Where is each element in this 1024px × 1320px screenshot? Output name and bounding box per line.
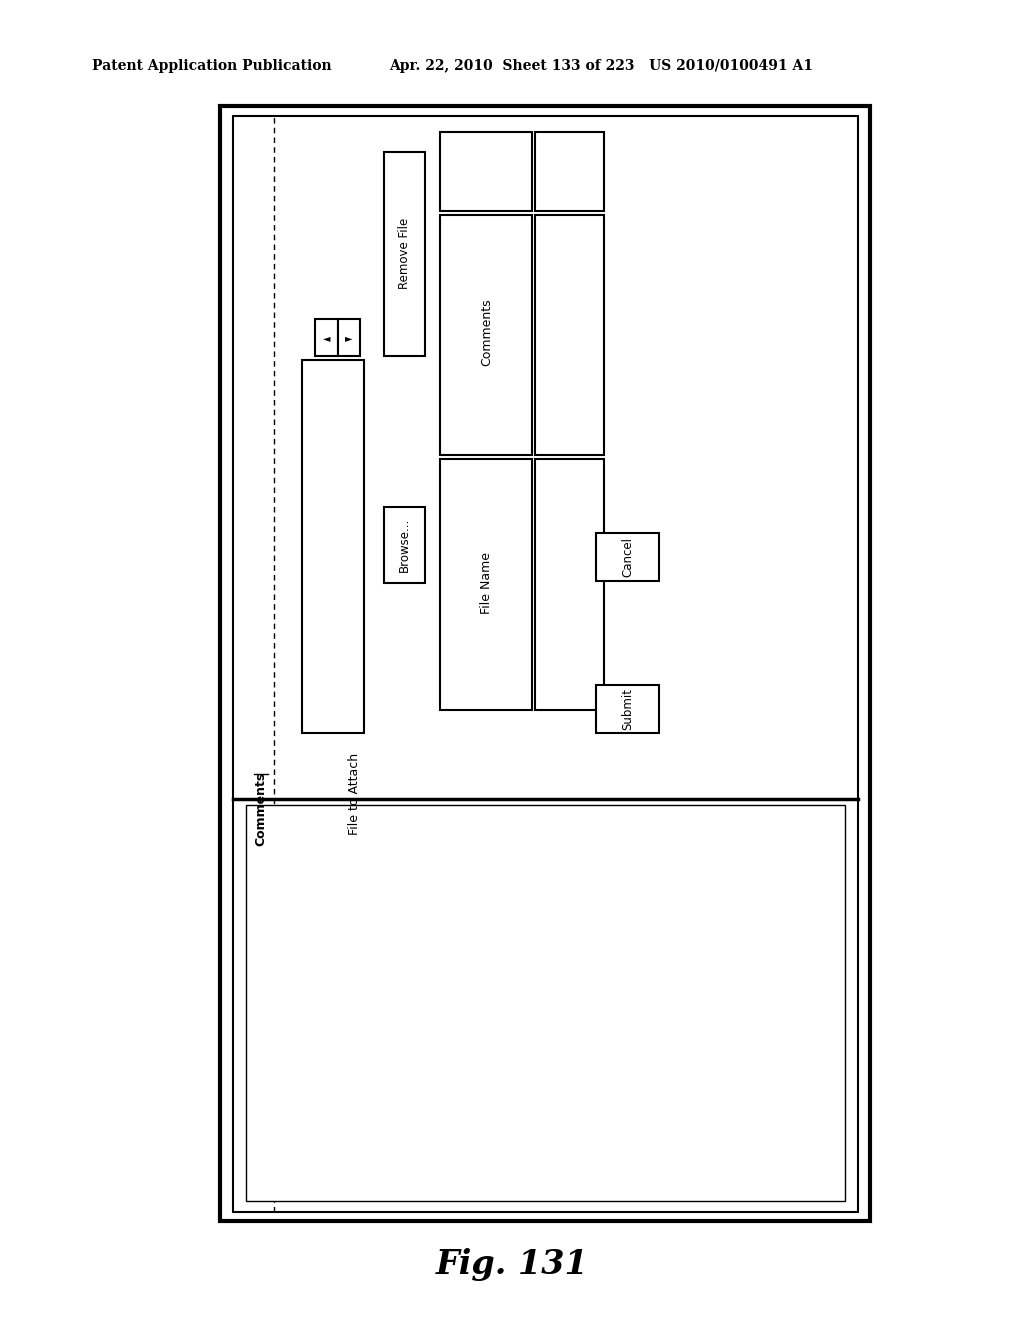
Text: Apr. 22, 2010  Sheet 133 of 223   US 2010/0100491 A1: Apr. 22, 2010 Sheet 133 of 223 US 2010/0… [389,59,813,74]
Text: Cancel: Cancel [622,537,634,577]
FancyBboxPatch shape [596,685,659,733]
Text: Patent Application Publication: Patent Application Publication [92,59,332,74]
FancyBboxPatch shape [440,132,532,211]
Text: Browse...: Browse... [398,517,411,573]
FancyBboxPatch shape [220,106,870,1221]
Text: Submit: Submit [622,688,634,730]
Text: Comments: Comments [255,772,267,846]
FancyBboxPatch shape [384,507,425,583]
FancyBboxPatch shape [535,132,604,211]
FancyBboxPatch shape [596,533,659,581]
FancyBboxPatch shape [384,152,425,356]
FancyBboxPatch shape [246,805,845,1201]
FancyBboxPatch shape [315,319,338,356]
Text: File to Attach: File to Attach [348,752,360,834]
FancyBboxPatch shape [338,319,360,356]
FancyBboxPatch shape [440,215,532,455]
Text: ►: ► [345,333,353,343]
FancyBboxPatch shape [535,459,604,710]
FancyBboxPatch shape [233,116,858,1212]
FancyBboxPatch shape [535,215,604,455]
Text: File Name: File Name [480,553,493,614]
Text: Comments: Comments [480,298,493,367]
FancyBboxPatch shape [440,459,532,710]
Text: ◄: ◄ [323,333,331,343]
Text: Remove File: Remove File [398,218,411,289]
FancyBboxPatch shape [302,360,364,733]
Text: Fig. 131: Fig. 131 [435,1249,589,1280]
